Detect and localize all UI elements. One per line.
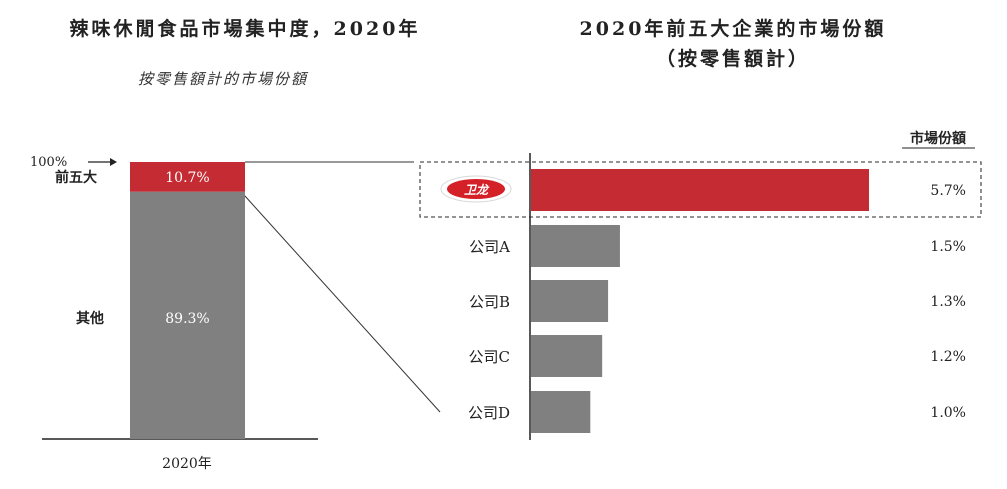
- segment-others-value-label: 89.3%: [165, 311, 209, 327]
- stacked-bar-chart: 100% 10.7% 89.3% 前五大 其他 2020年: [30, 155, 318, 472]
- bar-category-label: 公司C: [469, 348, 510, 366]
- bar-value-label: 1.3%: [930, 294, 966, 310]
- segment-top5: [130, 162, 245, 192]
- top-arrow-head: [110, 158, 117, 166]
- segment-top5-value-label: 10.7%: [165, 170, 209, 186]
- bar-value-label: 1.0%: [930, 405, 966, 421]
- x-axis-tick-label: 2020年: [162, 456, 212, 472]
- left-chart-subtitle: 按零售額計的市場份額: [138, 70, 309, 88]
- right-chart-title-line2: （按零售額計）: [655, 48, 810, 70]
- segment-others-category-label: 其他: [76, 310, 104, 327]
- bar-weilong: [531, 169, 870, 211]
- bar-value-label: 1.2%: [930, 349, 966, 365]
- horizontal-bar-chart: 市場份額 卫龙 5.7% 1.5% 公司A 1.3% 公司B 1.2% 公司C 1.0% 公司D: [419, 130, 982, 440]
- bar-company-b: [531, 280, 609, 322]
- bar-company-c: [531, 335, 603, 377]
- segment-top5-category-label: 前五大: [55, 169, 97, 186]
- bar-category-label: 公司A: [469, 238, 510, 256]
- segment-others: [130, 191, 245, 439]
- bar-value-label: 5.7%: [930, 183, 966, 199]
- highlight-dashed-box: [419, 161, 982, 218]
- value-column-header: 市場份額: [910, 130, 966, 147]
- bar-company-a: [531, 225, 620, 267]
- weilong-logo: 卫龙: [440, 175, 512, 203]
- bar-category-label: 公司B: [469, 293, 510, 311]
- right-chart-title-line1: 2020年前五大企業的市場份額: [579, 18, 887, 40]
- bar-company-d: [531, 391, 591, 433]
- bar-value-label: 1.5%: [930, 239, 966, 255]
- bar-category-label: 公司D: [468, 404, 510, 422]
- logo-text: 卫龙: [464, 183, 490, 197]
- top-percent-label: 100%: [30, 155, 67, 170]
- connector-line-bottom: [244, 195, 441, 413]
- left-chart-title: 辣味休閒食品市場集中度，2020年: [69, 18, 421, 40]
